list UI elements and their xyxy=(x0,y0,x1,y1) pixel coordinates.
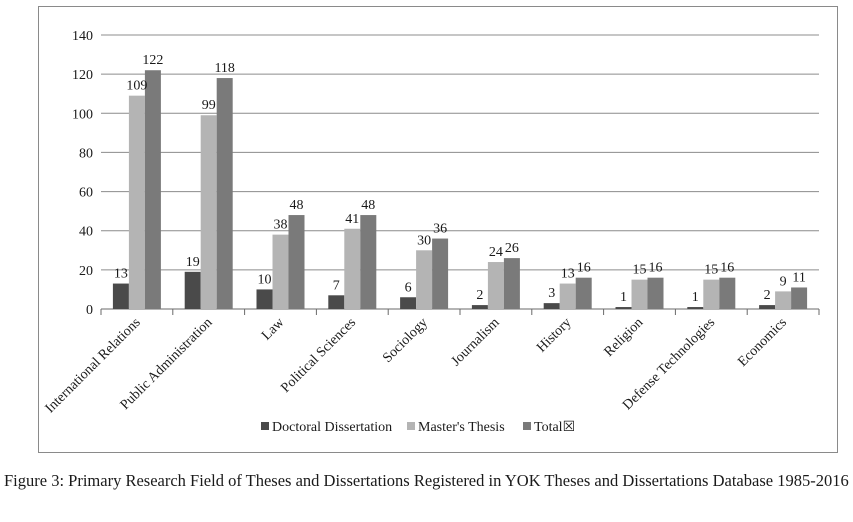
data-label: 109 xyxy=(126,79,147,94)
axes: 0 20 40 60 80 100 120 140 xyxy=(72,29,820,318)
data-label: 48 xyxy=(361,198,375,213)
bar xyxy=(791,287,808,309)
data-label: 2 xyxy=(764,288,771,303)
data-label: 118 xyxy=(214,61,234,76)
category-label: Law xyxy=(259,315,288,344)
bar xyxy=(288,215,305,309)
bar xyxy=(647,277,664,309)
data-label: 2 xyxy=(476,288,483,303)
data-label: 16 xyxy=(720,261,734,276)
bar xyxy=(360,215,377,309)
data-label: 16 xyxy=(649,261,663,276)
bar xyxy=(200,115,217,309)
data-label: 122 xyxy=(142,53,163,68)
data-label: 26 xyxy=(505,241,519,256)
bar xyxy=(615,307,632,309)
bar xyxy=(687,307,704,309)
data-label: 24 xyxy=(489,245,503,260)
bar xyxy=(543,303,560,309)
bar xyxy=(344,228,361,309)
data-label: 15 xyxy=(633,263,647,278)
bar xyxy=(487,262,504,309)
y-tick-label: 80 xyxy=(79,146,93,161)
data-label: 13 xyxy=(561,267,575,282)
bar xyxy=(184,271,201,309)
y-tick-label: 140 xyxy=(72,29,93,44)
category-label: Sociology xyxy=(380,315,431,366)
bar xyxy=(471,305,488,309)
y-tick-label: 0 xyxy=(86,303,93,318)
data-label: 10 xyxy=(258,272,272,287)
data-label: 6 xyxy=(405,280,412,295)
bar xyxy=(432,238,449,309)
legend-label: Master's Thesis xyxy=(418,420,505,435)
category-label: Religion xyxy=(602,315,647,360)
data-label: 38 xyxy=(274,218,288,233)
data-label: 15 xyxy=(704,263,718,278)
data-label: 30 xyxy=(417,233,431,248)
bar xyxy=(719,277,736,309)
data-label: 99 xyxy=(202,98,216,113)
bar xyxy=(416,250,433,309)
y-tick-label: 120 xyxy=(72,68,93,83)
category-label: Political Sciences xyxy=(278,315,359,396)
category-label: Economics xyxy=(735,315,790,370)
bar xyxy=(144,70,161,309)
legend-swatch xyxy=(523,422,531,430)
chart-frame: 0 20 40 60 80 100 120 140 13 109 122 19 99 118 10 38 48… xyxy=(38,6,838,453)
bar xyxy=(128,95,145,310)
y-tick-label: 20 xyxy=(79,264,93,279)
legend-swatch xyxy=(407,422,415,430)
data-label: 9 xyxy=(780,274,787,289)
bar xyxy=(503,258,520,309)
bars xyxy=(112,70,808,310)
data-label: 1 xyxy=(692,290,699,305)
category-label: History xyxy=(534,315,574,355)
data-label: 41 xyxy=(345,212,359,227)
legend-label: Doctoral Dissertation xyxy=(272,420,392,435)
bar xyxy=(775,291,792,309)
bar xyxy=(559,283,576,309)
data-label: 16 xyxy=(577,261,591,276)
legend-label: Total☒ xyxy=(534,420,575,435)
bar xyxy=(759,305,776,309)
y-tick-label: 100 xyxy=(72,107,93,122)
bar xyxy=(631,279,648,309)
category-label: Journalism xyxy=(449,315,503,369)
bar xyxy=(112,283,129,309)
figure-caption: Figure 3: Primary Research Field of Thes… xyxy=(4,471,849,490)
bar xyxy=(272,234,289,309)
legend-swatch xyxy=(261,422,269,430)
y-tick-label: 60 xyxy=(79,186,93,201)
data-label: 7 xyxy=(333,278,340,293)
bar xyxy=(575,277,592,309)
data-label: 1 xyxy=(620,290,627,305)
bar xyxy=(703,279,720,309)
data-label: 13 xyxy=(114,267,128,282)
data-label: 48 xyxy=(290,198,304,213)
y-tick-label: 40 xyxy=(79,225,93,240)
legend: Doctoral Dissertation Master's Thesis Tota… xyxy=(261,420,575,435)
bar xyxy=(216,78,233,309)
data-label: 19 xyxy=(186,255,200,270)
bar xyxy=(256,289,273,309)
bar xyxy=(328,295,345,309)
data-label: 11 xyxy=(792,270,805,285)
bar xyxy=(400,297,417,309)
data-label: 3 xyxy=(548,286,555,301)
data-label: 36 xyxy=(433,222,447,237)
